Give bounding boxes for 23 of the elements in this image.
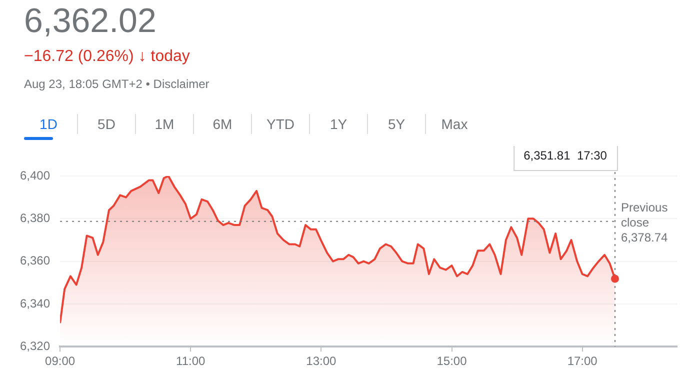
y-tick-label: 6,400 xyxy=(20,168,50,182)
chart-subtitle: −16.72 (0.26%) ↓ today xyxy=(24,48,190,66)
y-tick-label: 6,340 xyxy=(20,296,50,310)
chart-title: 6,362.02 xyxy=(24,2,156,41)
text: Aug 23, 18:05 GMT+2 • Disclaimer xyxy=(24,77,210,91)
text: 1M xyxy=(135,114,193,134)
text: 5Y xyxy=(367,114,425,134)
text: Max xyxy=(425,114,483,134)
text: 1D xyxy=(38,115,58,134)
x-tick-label: 17:00 xyxy=(567,354,598,368)
text: 5D xyxy=(77,114,135,134)
text: 6,351.81 17:30 xyxy=(524,148,608,162)
text: 1Y xyxy=(309,114,367,134)
x-tick-label: 15:00 xyxy=(436,354,468,368)
text: YTD xyxy=(251,114,309,134)
x-tick-label: 09:00 xyxy=(45,354,76,368)
y-tick-label: 6,320 xyxy=(20,338,50,353)
y-tick-label: 6,380 xyxy=(20,210,50,225)
ref-line-label: Previous close 6,378.74 xyxy=(621,200,668,245)
y-tick-label: 6,360 xyxy=(20,254,50,268)
x-tick-label: 13:00 xyxy=(306,354,337,368)
text: 6M xyxy=(193,114,251,134)
x-tick-label: 11:00 xyxy=(176,354,206,368)
